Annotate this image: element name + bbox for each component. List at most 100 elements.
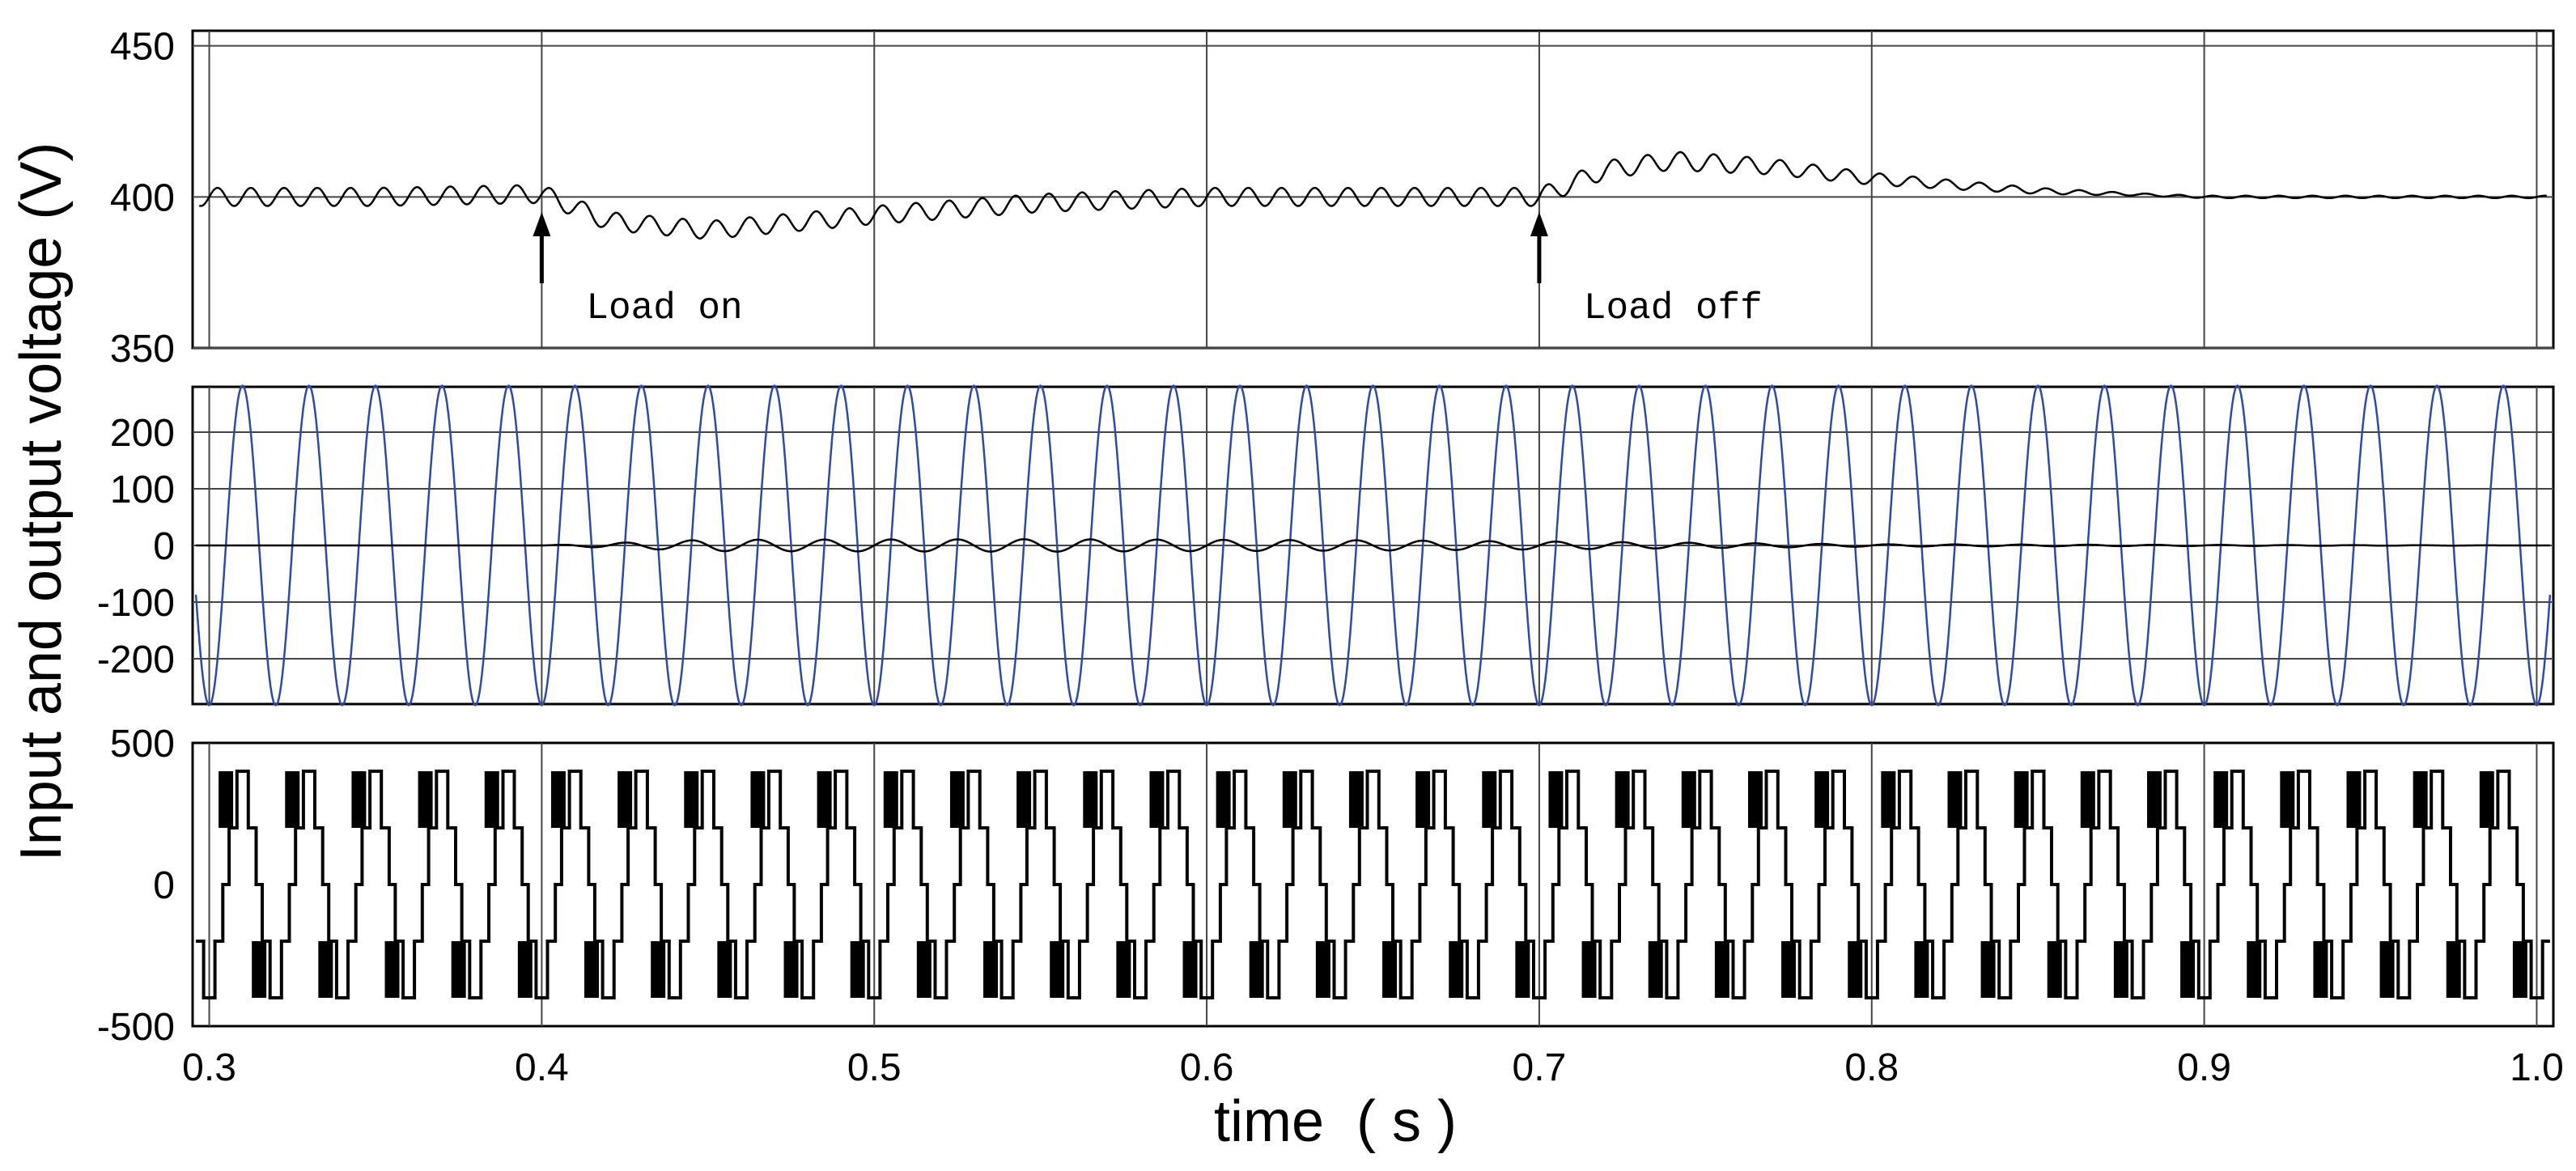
switching-band — [2280, 771, 2295, 828]
switching-band — [2479, 771, 2494, 828]
dc-voltage-panel: 350 400 450 Load on Load off — [110, 26, 2555, 371]
y-axis-label: Input and output voltage (V) — [9, 142, 74, 862]
switching-band — [1083, 771, 1098, 828]
y-tick-label: 100 — [110, 469, 175, 511]
switching-band — [1648, 941, 1663, 998]
annotation-label: Load off — [1584, 287, 1763, 329]
y-tick-label: 0 — [153, 864, 175, 907]
x-tick-label: 0.3 — [182, 1046, 236, 1089]
switching-band — [418, 771, 433, 828]
switching-band — [2180, 941, 2196, 998]
switching-band — [1149, 771, 1165, 828]
switching-band — [384, 941, 400, 998]
switching-band — [1747, 771, 1763, 828]
switching-band — [1548, 771, 1564, 828]
switching-band — [1947, 771, 1963, 828]
switching-band — [252, 941, 267, 998]
switching-band — [717, 941, 732, 998]
y-tick-label: -500 — [97, 1006, 175, 1049]
switching-band — [1848, 941, 1863, 998]
x-tick-label: 0.9 — [2177, 1046, 2231, 1089]
switching-band — [1482, 771, 1497, 828]
annotation-arrowhead — [1530, 212, 1548, 236]
switching-band — [1615, 771, 1630, 828]
switching-band — [1249, 941, 1264, 998]
switching-band — [2080, 771, 2095, 828]
y-tick-label: 400 — [110, 176, 175, 219]
switching-band — [2047, 941, 2062, 998]
switching-band — [1515, 941, 1530, 998]
switching-band — [318, 941, 333, 998]
switching-band — [750, 771, 766, 828]
switching-band — [1980, 941, 1996, 998]
switching-band — [1914, 941, 1929, 998]
switching-band — [2379, 941, 2395, 998]
switching-band — [783, 941, 799, 998]
switching-band — [949, 771, 965, 828]
switching-band — [916, 941, 932, 998]
x-tick-label: 0.8 — [1844, 1046, 1899, 1089]
switching-band — [2512, 941, 2527, 998]
plot-frame — [191, 29, 2555, 350]
switching-band — [285, 771, 300, 828]
switching-band — [1382, 941, 1398, 998]
switching-band — [1415, 771, 1431, 828]
switching-band — [451, 941, 466, 998]
y-tick-label: 0 — [153, 525, 175, 568]
switching-band — [351, 771, 367, 828]
y-tick-label: -200 — [97, 639, 175, 681]
switching-band — [1348, 771, 1364, 828]
x-axis-label: time ( s ) — [1214, 1089, 1457, 1154]
switching-band — [219, 771, 234, 828]
switching-band — [484, 771, 499, 828]
switching-band — [2346, 771, 2362, 828]
switching-band — [1315, 941, 1330, 998]
switching-band — [1050, 941, 1065, 998]
x-tick-label: 0.6 — [1180, 1046, 1234, 1089]
switching-band — [584, 941, 600, 998]
y-tick-label: -100 — [97, 582, 175, 625]
switching-band — [1581, 941, 1597, 998]
x-tick-label: 0.5 — [847, 1046, 902, 1089]
switching-band — [1881, 771, 1896, 828]
switching-band — [1781, 941, 1797, 998]
switching-band — [684, 771, 699, 828]
switching-band — [2413, 771, 2428, 828]
ac-voltage-panel: -200 -100 0 100 200 — [97, 384, 2555, 706]
dc-voltage-series — [198, 151, 2547, 240]
switching-band — [1182, 941, 1198, 998]
x-tick-label: 1.0 — [2510, 1046, 2564, 1089]
switching-band — [1814, 771, 1830, 828]
switching-band — [850, 941, 865, 998]
x-tick-label: 0.7 — [1513, 1046, 1567, 1089]
switching-band — [883, 771, 898, 828]
switching-band — [2213, 771, 2229, 828]
switching-band — [2113, 941, 2128, 998]
switching-band — [617, 771, 633, 828]
switching-band — [1016, 771, 1032, 828]
switching-band — [2014, 771, 2029, 828]
switching-band — [2313, 941, 2328, 998]
output-voltage-series — [196, 538, 2550, 553]
switching-band — [550, 771, 566, 828]
switching-band — [651, 941, 666, 998]
y-tick-label: 450 — [110, 26, 175, 69]
multilevel-voltage-series — [196, 770, 2550, 999]
switching-band — [2446, 941, 2461, 998]
switching-band — [1282, 771, 1297, 828]
switching-band — [1714, 941, 1729, 998]
x-tick-labels: 0.3 0.4 0.5 0.6 0.7 0.8 0.9 1.0 — [182, 1046, 2564, 1089]
x-tick-label: 0.4 — [515, 1046, 569, 1089]
switching-band — [2247, 941, 2262, 998]
switching-band — [983, 941, 999, 998]
annotation-arrowhead — [533, 212, 551, 236]
switching-band — [1216, 771, 1231, 828]
y-tick-label: 200 — [110, 412, 175, 455]
switching-band — [1116, 941, 1131, 998]
input-voltage-series — [194, 384, 2552, 706]
switching-band — [517, 941, 533, 998]
switching-band — [1681, 771, 1696, 828]
multilevel-voltage-panel: -500 0 500 — [97, 723, 2555, 1049]
switching-band — [2146, 771, 2162, 828]
